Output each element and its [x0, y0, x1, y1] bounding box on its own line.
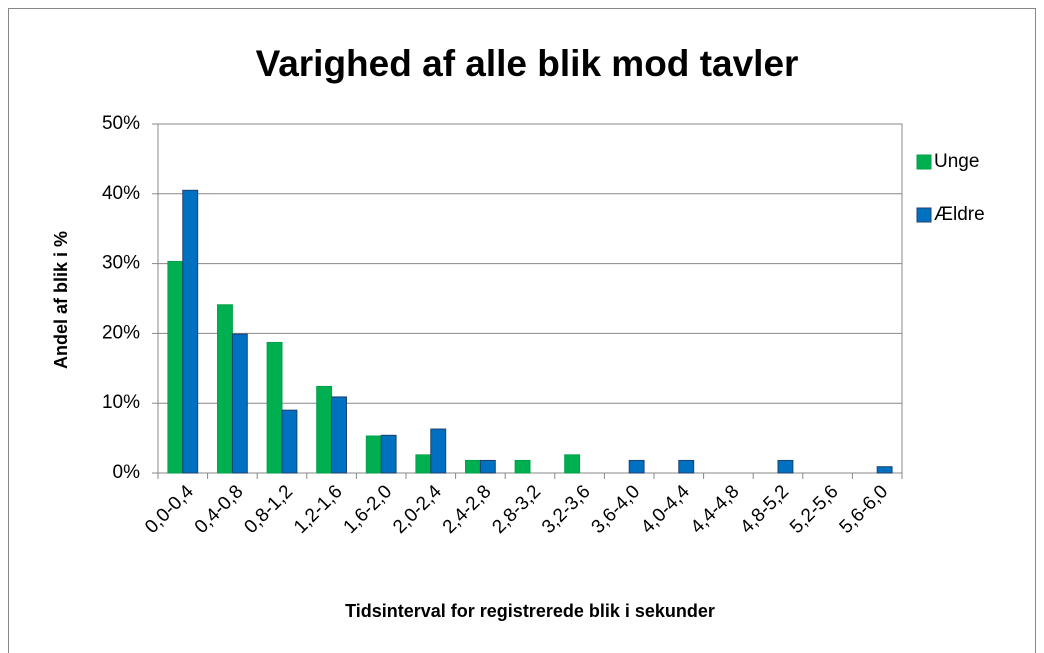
bar [430, 428, 447, 474]
bar [316, 385, 333, 474]
bar [479, 459, 496, 474]
bar [564, 454, 581, 474]
bar [380, 434, 397, 474]
bar [182, 189, 199, 474]
legend-swatch [916, 207, 932, 223]
bar [777, 459, 794, 474]
bar [628, 459, 645, 474]
y-tick-label: 0% [113, 462, 141, 483]
bar [876, 466, 893, 474]
bar [231, 333, 248, 474]
legend-label: Unge [934, 151, 979, 172]
y-tick-label: 10% [102, 392, 140, 413]
bar [365, 435, 382, 474]
bar [266, 341, 283, 474]
y-tick-label: 20% [102, 322, 140, 343]
bar [331, 396, 347, 474]
bar [281, 409, 298, 474]
y-tick-label: 30% [102, 253, 140, 274]
bar [514, 459, 531, 474]
y-tick-label: 50% [102, 113, 140, 134]
bar [678, 459, 695, 474]
chart-frame [8, 8, 1036, 653]
bar [167, 261, 184, 474]
legend-swatch [916, 154, 932, 170]
chart-title: Varighed af alle blik mod tavler [256, 43, 799, 84]
legend-label: Ældre [934, 204, 985, 225]
bar [465, 459, 481, 474]
y-tick-label: 40% [102, 183, 140, 204]
x-axis-label: Tidsinterval for registrerede blik i sek… [345, 601, 715, 621]
bar [415, 454, 432, 474]
bar [217, 304, 233, 474]
y-axis-label: Andel af blik i % [51, 231, 71, 369]
